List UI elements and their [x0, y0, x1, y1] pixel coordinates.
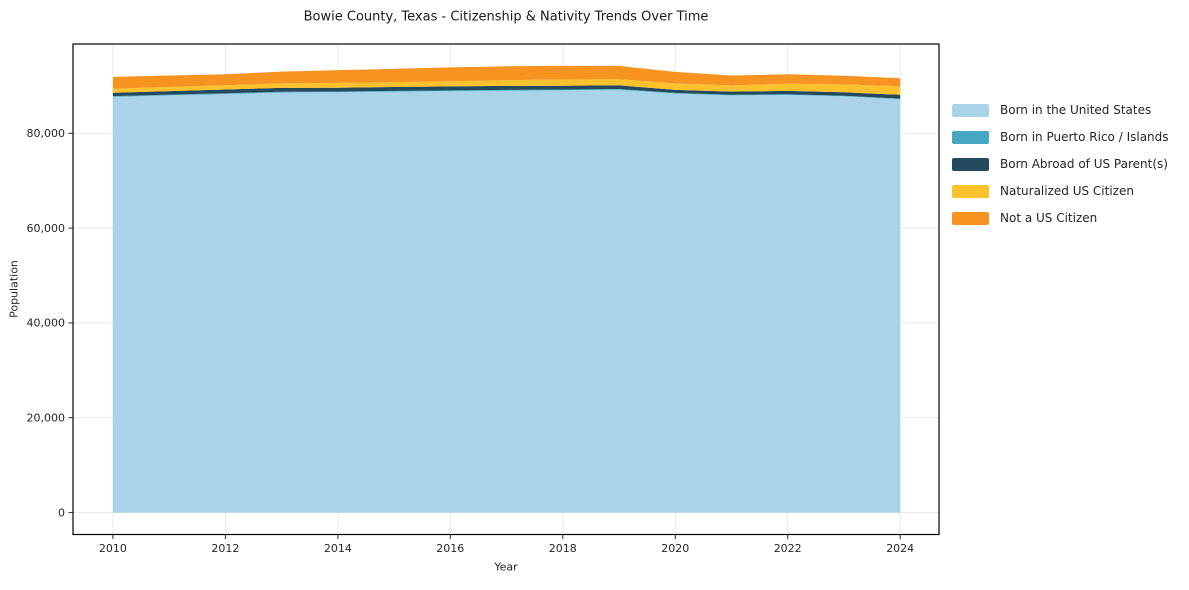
chart-title: Bowie County, Texas - Citizenship & Nati…: [303, 9, 709, 25]
x-tick-label: 2024: [886, 542, 914, 555]
legend-swatch: [952, 131, 989, 144]
y-tick-label: 0: [58, 506, 65, 519]
x-tick-label: 2010: [99, 542, 127, 555]
x-tick-label: 2020: [661, 542, 689, 555]
y-tick-label: 60,000: [27, 222, 66, 235]
y-axis-label: Population: [7, 260, 21, 318]
legend-label: Naturalized US Citizen: [1000, 184, 1134, 198]
legend: Born in the United States Born in Puerto …: [952, 104, 1169, 225]
y-tick-label: 20,000: [27, 412, 66, 425]
x-axis-label: Year: [494, 560, 518, 574]
area-born-in-the-united-states: [112, 89, 901, 513]
y-tick-label: 40,000: [27, 317, 66, 330]
y-tick-label: 80,000: [27, 127, 66, 140]
area-not-a-us-citizen: [112, 65, 901, 89]
legend-swatch: [952, 185, 989, 198]
legend-item: Born Abroad of US Parent(s): [952, 158, 1169, 171]
legend-label: Born Abroad of US Parent(s): [1000, 157, 1168, 171]
legend-item: Not a US Citizen: [952, 212, 1169, 225]
legend-label: Not a US Citizen: [1000, 211, 1098, 225]
legend-label: Born in Puerto Rico / Islands: [1000, 130, 1169, 144]
area-naturalized-us-citizen: [112, 79, 901, 95]
x-tick-label: 2018: [549, 542, 577, 555]
legend-swatch: [952, 158, 989, 171]
x-tick-label: 2016: [436, 542, 464, 555]
plot-frame: [72, 43, 940, 536]
area-born-abroad-of-us-parent-s: [112, 85, 901, 99]
legend-label: Born in the United States: [1000, 103, 1152, 117]
legend-item: Born in the United States: [952, 104, 1169, 117]
x-tick-label: 2022: [774, 542, 802, 555]
legend-swatch: [952, 212, 989, 225]
legend-swatch: [952, 104, 989, 117]
legend-item: Naturalized US Citizen: [952, 185, 1169, 198]
x-tick-label: 2012: [211, 542, 239, 555]
x-tick-label: 2014: [324, 542, 352, 555]
legend-item: Born in Puerto Rico / Islands: [952, 131, 1169, 144]
